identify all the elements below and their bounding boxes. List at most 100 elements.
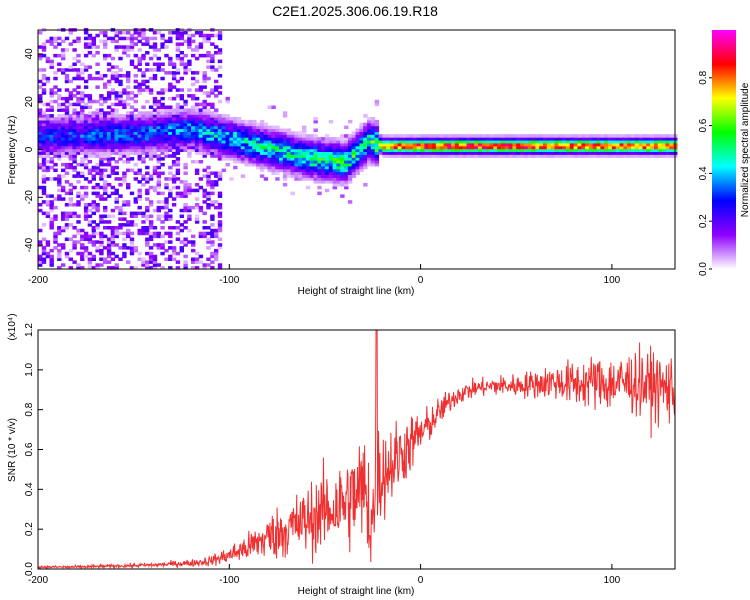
spectrogram-cell (95, 246, 100, 250)
spectrogram-cell (221, 131, 226, 135)
spectrogram-cell (122, 223, 127, 227)
spectrogram-cell (466, 145, 471, 150)
spectrogram-cell (87, 220, 93, 224)
spectrogram-cell (95, 240, 100, 244)
spectrogram-cell (650, 137, 655, 141)
spectrogram-cell (83, 134, 89, 138)
spectrogram-cell (57, 226, 62, 230)
spectrogram-cell (38, 257, 43, 261)
spectrogram-cell (137, 148, 142, 152)
spectrogram-cell (133, 131, 138, 135)
spectrogram-cell (137, 180, 142, 184)
spectrogram-cell (80, 137, 85, 141)
spectrogram-cell (305, 171, 311, 175)
spectrogram-cell (156, 177, 161, 181)
spectrogram-cell (191, 142, 196, 147)
spectrogram-cell (95, 165, 100, 170)
spectrogram-cell (654, 134, 659, 138)
spectrogram-cell (122, 122, 127, 127)
spectrogram-cell (543, 137, 548, 141)
spectrogram-cell (669, 154, 674, 158)
spectrogram-cell (95, 191, 100, 196)
spectrogram-cell (118, 119, 123, 124)
spectrogram-cell (160, 62, 165, 66)
spectrogram-cell (118, 151, 123, 155)
spectrogram-cell (585, 151, 590, 155)
spectrogram-cell (164, 231, 169, 236)
spectrogram-cell (546, 134, 552, 138)
spectrogram-cell (202, 263, 207, 267)
spectrogram-cell (137, 145, 142, 150)
spectrogram-cell (374, 148, 380, 152)
spectrogram-cell (57, 251, 62, 256)
spectrogram-cell (248, 128, 253, 132)
spectrogram-cell (225, 119, 230, 124)
spectrogram-cell (313, 160, 318, 164)
spectrogram-cell (244, 128, 249, 132)
spectrogram-cell (126, 154, 131, 158)
spectrogram-cell (103, 234, 108, 239)
spectrogram-cell (68, 42, 73, 46)
spectrogram-cell (282, 171, 288, 175)
spectrogram-cell (604, 148, 609, 152)
spectrogram-cell (194, 71, 200, 75)
spectrogram-cell (298, 131, 303, 135)
spectrogram-cell (114, 145, 119, 150)
spectrogram-cell (233, 148, 238, 152)
spectrogram-cell (122, 48, 127, 52)
spectrogram-cell (267, 131, 272, 135)
spectrogram-cell (210, 68, 215, 72)
spectrogram-cell (539, 154, 544, 158)
spectrogram-cell (64, 111, 70, 115)
spectrogram-cell (646, 137, 651, 141)
spectrogram-cell (221, 145, 226, 150)
spectrogram-cell (191, 119, 196, 124)
spectrogram-cell (523, 151, 529, 155)
spectrogram-cell (259, 162, 265, 167)
spectrogram-cell (294, 177, 299, 181)
spectrogram-cell (114, 148, 119, 152)
spectrogram-cell (374, 102, 380, 107)
spectrogram-cell (206, 171, 211, 175)
spectrogram-cell (271, 139, 276, 144)
spectrogram-cell (202, 33, 207, 38)
spectrogram-cell (455, 142, 460, 147)
spectrogram-cell (64, 108, 70, 112)
spectrogram-cell (83, 211, 89, 216)
spectrogram-cell (198, 185, 204, 190)
spectrogram-cell (558, 151, 563, 155)
spectrogram-cell (233, 134, 238, 138)
spectrogram-cell (160, 226, 165, 230)
spectrogram-cell (324, 139, 330, 144)
spectrogram-cell (466, 142, 471, 147)
spectrogram-cell (106, 122, 112, 127)
spectrogram-cell (164, 53, 169, 58)
spectrogram-cell (344, 177, 349, 181)
spectrogram-cell (416, 137, 422, 141)
spectrogram-cell (99, 160, 104, 164)
spectrogram-cell (351, 134, 357, 138)
spectrogram-cell (367, 131, 372, 135)
spectrogram-cell (217, 99, 223, 104)
spectrogram-cell (324, 157, 330, 161)
spectrogram-cell (214, 51, 219, 55)
spectrogram-cell (367, 151, 372, 155)
spectrogram-cell (585, 145, 590, 150)
spectrogram-cell (374, 151, 380, 155)
spectrogram-cell (91, 203, 96, 207)
spectrogram-cell (64, 251, 70, 256)
spectrogram-cell (106, 82, 112, 87)
spectrogram-cell (103, 117, 108, 121)
spectrogram-cell (194, 48, 200, 52)
spectrogram-cell (669, 148, 674, 152)
spectrogram-cell (309, 139, 314, 144)
snr-y-label: SNR (10 * v/v) (7, 418, 18, 482)
spectrogram-cell (435, 139, 441, 144)
spectrogram-cell (512, 137, 517, 141)
spectrogram-cell (126, 71, 131, 75)
spectrogram-cell (145, 228, 150, 233)
spectrogram-cell (83, 194, 89, 198)
spectrogram-cell (191, 260, 196, 264)
spectrogram-cell (256, 160, 261, 164)
spectrogram-cell (367, 139, 372, 144)
